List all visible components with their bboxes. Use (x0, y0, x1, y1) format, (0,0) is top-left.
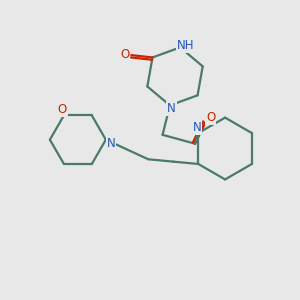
Text: N: N (107, 137, 116, 150)
Text: O: O (120, 48, 129, 61)
Text: O: O (206, 111, 215, 124)
Text: O: O (58, 103, 67, 116)
Text: N: N (193, 121, 201, 134)
Text: NH: NH (177, 39, 194, 52)
Text: N: N (167, 102, 176, 116)
